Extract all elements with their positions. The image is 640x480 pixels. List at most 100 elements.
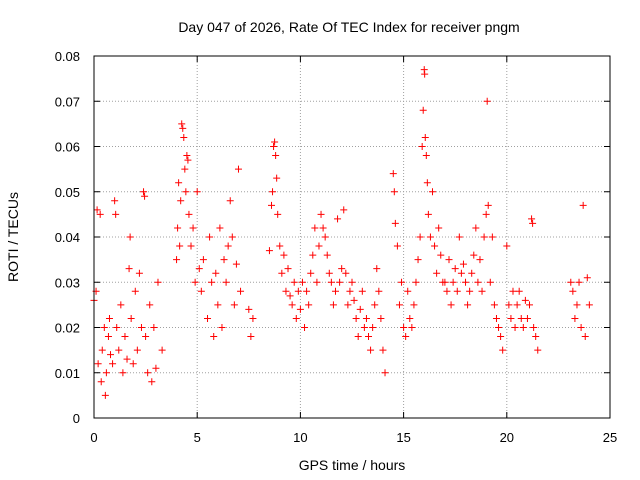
data-point (342, 269, 350, 277)
data-point (474, 278, 482, 286)
data-point (112, 210, 120, 218)
data-point (131, 287, 139, 295)
data-point (97, 378, 105, 386)
data-point (528, 215, 536, 223)
data-point (414, 256, 422, 264)
data-point (301, 324, 309, 331)
y-tick-label: 0 (73, 411, 80, 426)
data-point (179, 124, 187, 132)
data-point (96, 210, 104, 218)
data-point (513, 301, 521, 309)
data-point (214, 301, 222, 309)
data-point (220, 256, 228, 264)
data-point (534, 346, 542, 354)
data-point (288, 301, 296, 309)
x-tick-label: 10 (293, 430, 307, 445)
data-point (185, 210, 193, 218)
data-point (468, 269, 476, 277)
data-point (183, 152, 191, 160)
data-point (331, 287, 339, 295)
data-point (154, 278, 162, 286)
data-point (398, 278, 406, 286)
data-point (178, 120, 186, 128)
data-point (126, 233, 134, 241)
x-tick-label: 0 (90, 430, 97, 445)
data-point (422, 152, 430, 160)
data-point (581, 333, 589, 341)
data-point (340, 206, 348, 214)
data-point (431, 242, 439, 250)
data-point (296, 305, 304, 313)
data-point (507, 314, 515, 322)
data-point (191, 278, 199, 286)
data-point (334, 215, 342, 223)
data-point (451, 265, 459, 273)
data-point (298, 278, 306, 286)
data-point (391, 219, 399, 227)
data-point (93, 206, 101, 214)
data-point (329, 301, 337, 309)
data-point (453, 287, 461, 295)
data-point (276, 242, 284, 250)
data-point (175, 179, 183, 187)
data-point (503, 242, 511, 250)
data-point (204, 314, 212, 322)
data-point (148, 378, 156, 386)
data-point (305, 301, 313, 309)
data-point (222, 278, 230, 286)
data-point (284, 265, 292, 273)
data-point (102, 369, 110, 377)
data-point (311, 224, 319, 232)
data-point (319, 224, 327, 232)
data-point (269, 188, 277, 196)
data-point (184, 156, 192, 164)
data-point (271, 138, 279, 146)
data-point (367, 346, 375, 354)
data-point (488, 233, 496, 241)
data-point (519, 324, 527, 331)
data-point (464, 301, 472, 309)
data-point (208, 278, 216, 286)
data-points (90, 66, 593, 399)
data-point (176, 242, 184, 250)
data-point (579, 201, 587, 209)
data-point (265, 247, 273, 255)
data-point (150, 324, 158, 331)
data-point (352, 314, 360, 322)
data-point (348, 278, 356, 286)
data-point (230, 301, 238, 309)
data-point (373, 265, 381, 273)
data-point (123, 355, 131, 363)
data-point (406, 314, 414, 322)
data-point (94, 360, 102, 368)
data-point (133, 346, 141, 354)
data-point (476, 256, 484, 264)
data-point (115, 346, 123, 354)
data-point (174, 224, 182, 232)
data-point (216, 224, 224, 232)
data-point (571, 314, 579, 322)
data-point (321, 233, 329, 241)
data-point (483, 97, 491, 105)
data-point (224, 242, 232, 250)
data-point (532, 333, 540, 341)
data-point (455, 233, 463, 241)
data-point (418, 143, 426, 150)
data-point (107, 351, 115, 359)
x-tick-label: 15 (396, 430, 410, 445)
data-point (336, 278, 344, 286)
data-point (212, 269, 220, 277)
data-point (495, 324, 503, 331)
data-point (247, 333, 255, 341)
data-point (410, 301, 418, 309)
data-point (129, 360, 137, 368)
data-point (228, 233, 236, 241)
data-point (278, 269, 286, 277)
data-point (117, 301, 125, 309)
data-point (523, 314, 531, 322)
data-point (237, 287, 245, 295)
data-point (177, 197, 185, 205)
data-point (290, 278, 298, 286)
y-tick-label: 0.01 (55, 366, 80, 381)
